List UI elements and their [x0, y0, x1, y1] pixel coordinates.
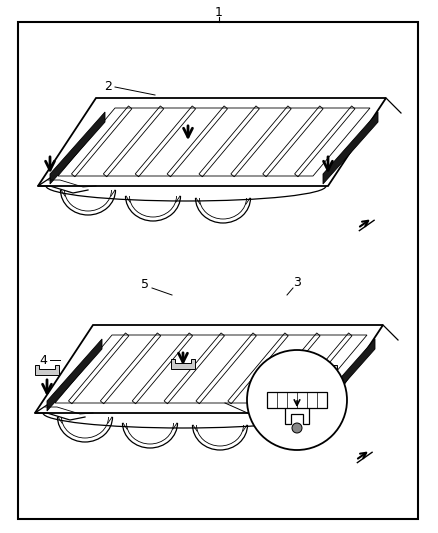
Text: 2: 2: [104, 80, 112, 93]
Text: 1: 1: [215, 5, 223, 19]
Circle shape: [247, 350, 347, 450]
Polygon shape: [313, 365, 337, 375]
Polygon shape: [171, 359, 195, 369]
Text: 4: 4: [39, 353, 47, 367]
Text: 5: 5: [141, 279, 149, 292]
Bar: [267, 392, 327, 408]
Polygon shape: [35, 365, 59, 375]
Polygon shape: [323, 112, 378, 184]
Text: 3: 3: [293, 277, 301, 289]
Polygon shape: [320, 339, 375, 411]
Circle shape: [292, 423, 302, 433]
Polygon shape: [47, 339, 102, 411]
Polygon shape: [50, 112, 105, 184]
